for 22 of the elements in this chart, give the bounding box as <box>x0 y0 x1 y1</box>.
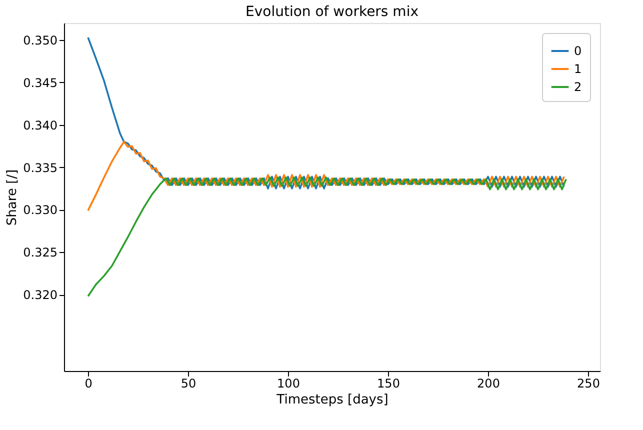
x-tick-label: 0 <box>84 376 92 390</box>
chart-title: Evolution of workers mix <box>246 4 418 20</box>
x-tick-label: 50 <box>180 376 196 390</box>
y-tick-label: 0.325 <box>23 246 58 260</box>
legend-label: 2 <box>574 80 582 94</box>
y-tick-label: 0.320 <box>23 288 58 302</box>
x-tick-label: 250 <box>577 376 600 390</box>
y-tick-label: 0.350 <box>23 33 58 48</box>
y-tick-label: 0.340 <box>23 118 58 132</box>
legend-label: 0 <box>574 44 582 58</box>
x-tick-label: 150 <box>377 376 400 390</box>
line-series <box>87 140 565 212</box>
line-series <box>87 36 565 190</box>
y-tick-label: 0.345 <box>23 76 58 90</box>
x-axis-title: Timesteps [days] <box>276 392 388 408</box>
line-series <box>87 176 567 298</box>
y-tick-label: 0.330 <box>23 203 58 218</box>
x-tick-label: 100 <box>277 376 300 390</box>
x-tick-label: 200 <box>477 376 500 390</box>
y-axis-title: Share [/] <box>5 169 20 226</box>
legend-label: 1 <box>574 62 582 76</box>
y-tick-label: 0.335 <box>23 160 58 175</box>
